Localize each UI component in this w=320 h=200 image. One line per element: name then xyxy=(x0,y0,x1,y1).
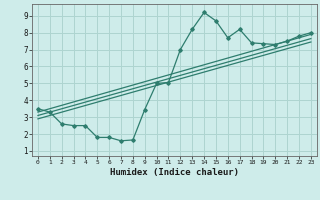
X-axis label: Humidex (Indice chaleur): Humidex (Indice chaleur) xyxy=(110,168,239,177)
